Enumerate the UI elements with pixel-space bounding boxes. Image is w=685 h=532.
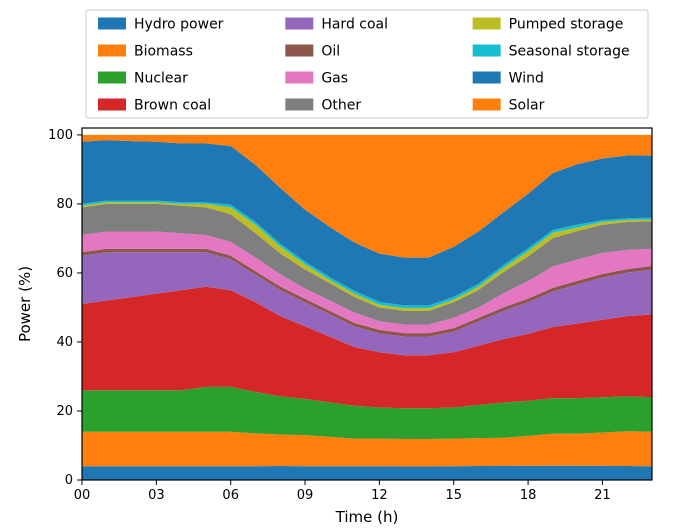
legend-label: Oil — [321, 44, 340, 60]
legend-swatch — [285, 72, 313, 84]
legend-swatch — [98, 72, 126, 84]
ytick-label: 80 — [56, 197, 73, 212]
legend-swatch — [473, 45, 501, 57]
legend-swatch — [285, 18, 313, 30]
plot-areas — [82, 135, 652, 480]
legend-label: Wind — [509, 71, 544, 87]
xtick-label: 21 — [594, 488, 611, 503]
legend-swatch — [285, 99, 313, 111]
legend-swatch — [473, 99, 501, 111]
legend-label: Hard coal — [321, 17, 388, 33]
legend-swatch — [98, 18, 126, 30]
xtick-label: 18 — [520, 488, 537, 503]
legend-label: Hydro power — [134, 17, 224, 33]
legend-label: Seasonal storage — [509, 44, 630, 60]
legend-label: Nuclear — [134, 71, 188, 87]
legend-label: Pumped storage — [509, 17, 624, 33]
legend-label: Biomass — [134, 44, 193, 60]
area-hydro-power — [82, 466, 652, 480]
x-axis-label: Time (h) — [335, 508, 399, 526]
legend-swatch — [473, 72, 501, 84]
legend-label: Gas — [321, 71, 348, 87]
xtick-label: 06 — [222, 488, 239, 503]
xtick-label: 15 — [445, 488, 462, 503]
xtick-label: 03 — [148, 488, 165, 503]
y-axis-label: Power (%) — [16, 266, 34, 342]
legend-swatch — [285, 45, 313, 57]
chart-svg: 00 03 06 09 12 15 18 21 0 20 40 60 80 100 Time (h) Powe… — [0, 0, 685, 532]
legend-swatch — [98, 99, 126, 111]
ytick-label: 0 — [65, 473, 73, 488]
legend-label: Solar — [509, 98, 545, 114]
ytick-label: 40 — [56, 335, 73, 350]
xtick-label: 00 — [74, 488, 91, 503]
ytick-label: 60 — [56, 266, 73, 281]
ytick-label: 20 — [56, 404, 73, 419]
legend-swatch — [473, 18, 501, 30]
chart-frame: 00 03 06 09 12 15 18 21 0 20 40 60 80 100 Time (h) Powe… — [0, 0, 685, 532]
legend-label: Brown coal — [134, 98, 211, 114]
legend-swatch — [98, 45, 126, 57]
legend-label: Other — [321, 98, 361, 114]
ytick-label: 100 — [48, 128, 73, 143]
xtick-label: 12 — [371, 488, 388, 503]
xtick-label: 09 — [297, 488, 314, 503]
